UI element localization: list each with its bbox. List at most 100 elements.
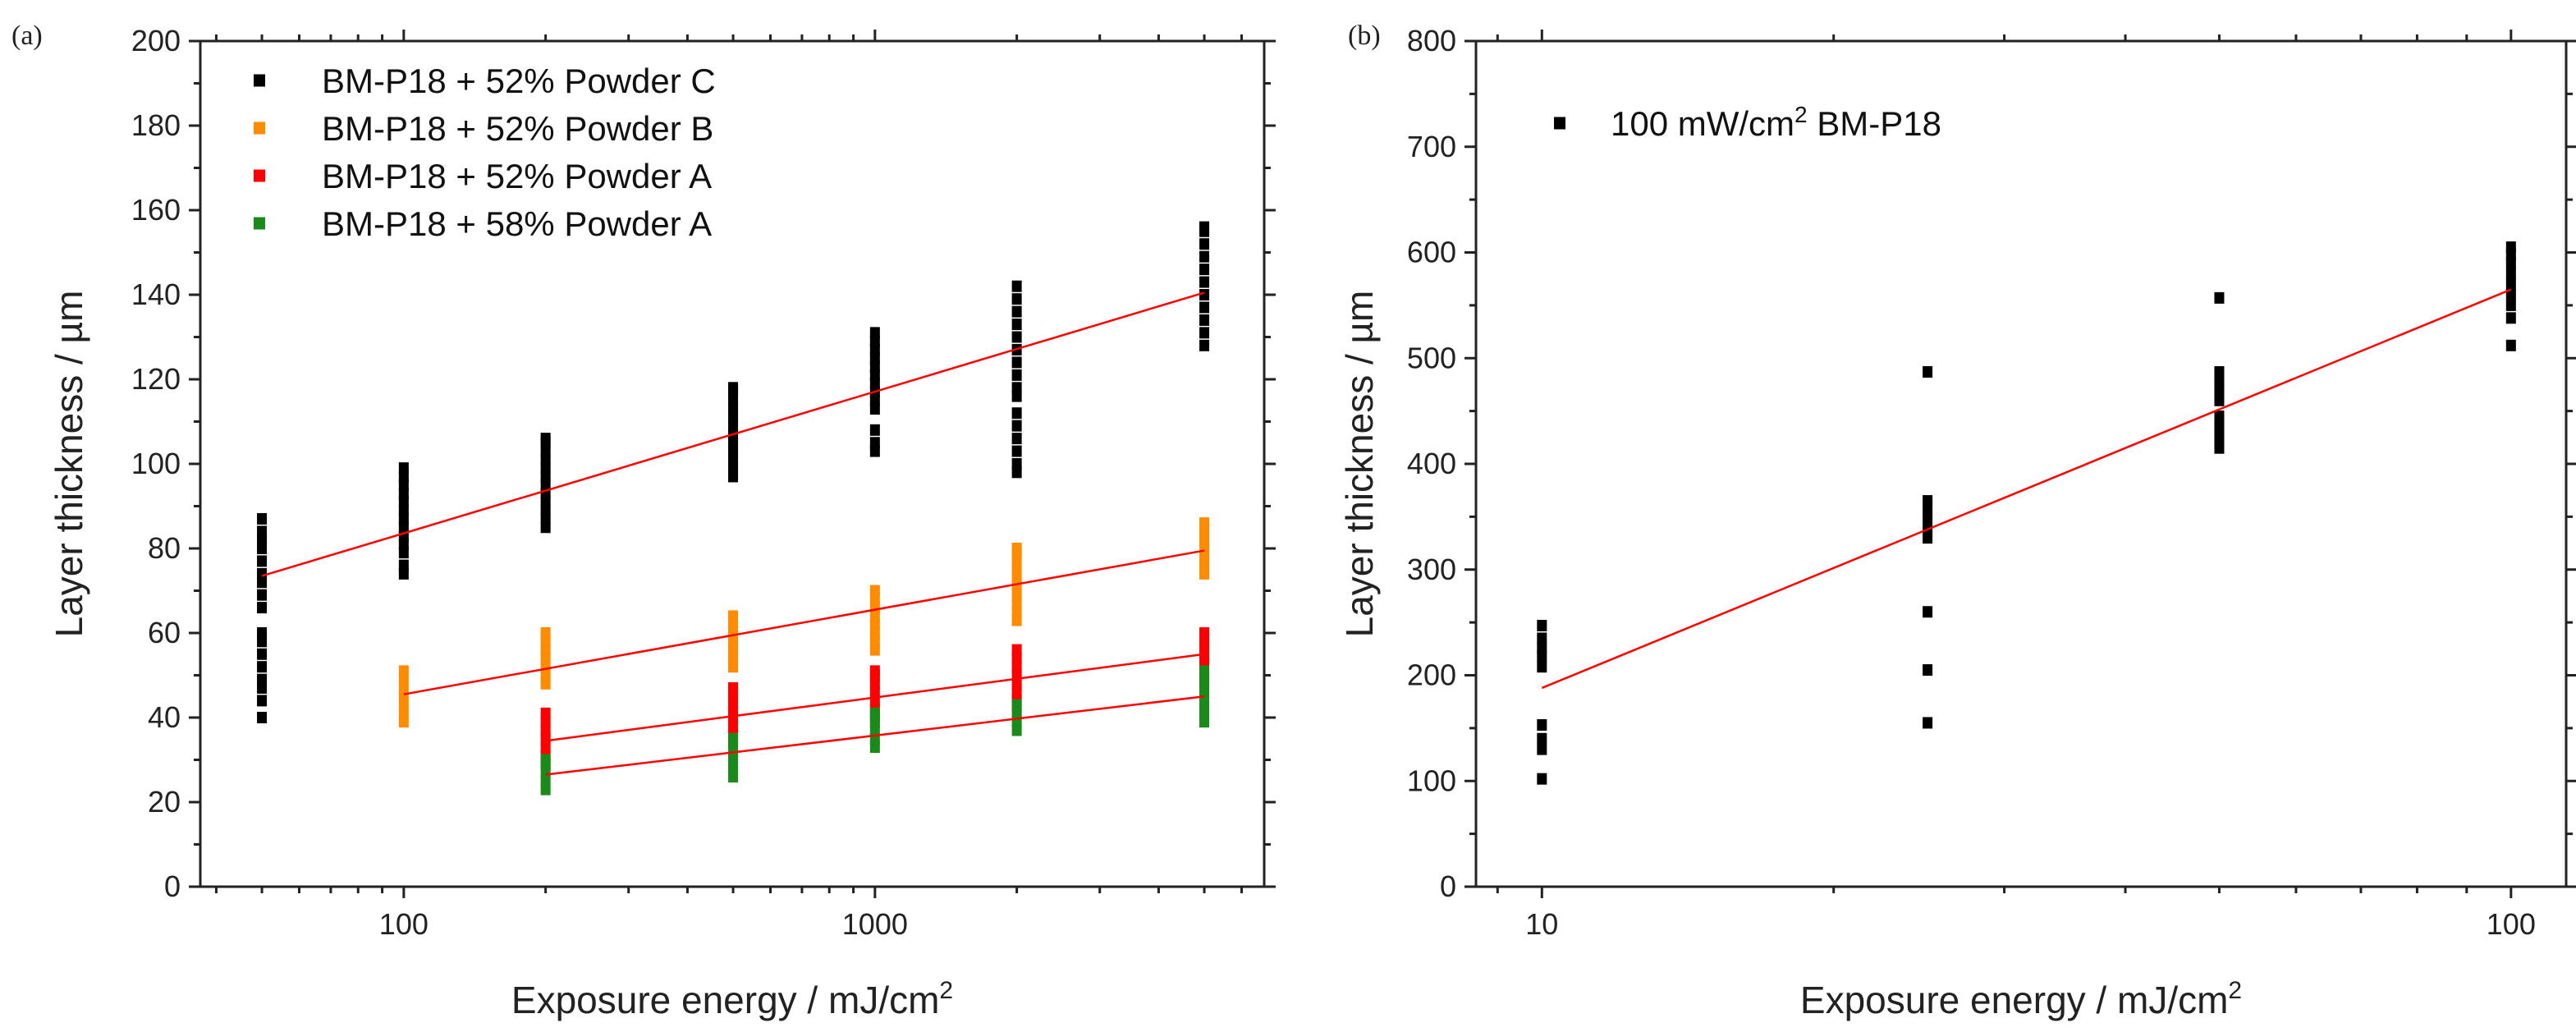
data-point [869, 327, 880, 339]
data-point [1537, 632, 1547, 644]
data-point [1011, 331, 1022, 343]
y-tick-label: 20 [148, 785, 181, 819]
x-tick-label: 1000 [842, 907, 908, 941]
y-tick-label: 400 [1407, 447, 1456, 480]
x-axis-title-superscript: 2 [939, 977, 953, 1004]
data-point [2214, 365, 2225, 378]
data-point [1199, 339, 1210, 351]
data-point [398, 559, 409, 571]
y-tick-label: 700 [1407, 130, 1456, 163]
y-tick-label: 200 [131, 24, 181, 57]
legend-suffix: BM-P18 [1808, 104, 1941, 143]
legend-marker [254, 122, 265, 135]
data-point [1011, 293, 1022, 305]
y-tick-label: 100 [131, 447, 181, 480]
data-point [1537, 661, 1547, 673]
x-axis-title-superscript: 2 [2228, 977, 2242, 1004]
legend-marker [1554, 117, 1565, 130]
fit-line [545, 653, 1205, 742]
data-point [257, 627, 268, 639]
plot-frame [199, 39, 1266, 888]
y-axis-title: Layer thickness / µm [1338, 291, 1381, 638]
y-tick-label: 180 [131, 108, 181, 142]
data-point [1199, 314, 1210, 326]
fit-line [545, 695, 1205, 776]
data-point [2505, 268, 2516, 280]
y-axis-title: Layer thickness / µm [48, 291, 90, 638]
data-point [540, 433, 551, 445]
data-point [2214, 394, 2225, 406]
legend-label: BM-P18 + 58% Powder A [322, 204, 712, 243]
data-point [1011, 356, 1022, 369]
fit-line [1541, 288, 2512, 690]
data-point [1537, 743, 1547, 755]
y-tick-label: 500 [1407, 341, 1456, 374]
x-axis-title: Exposure energy / mJ/cm2 [511, 977, 953, 1021]
data-point [257, 525, 268, 538]
data-point [1199, 264, 1210, 276]
data-point [728, 681, 739, 694]
series-4 [540, 665, 1210, 796]
data-point [257, 555, 268, 567]
data-point [869, 424, 880, 436]
data-point [1199, 327, 1210, 339]
data-point [1537, 619, 1547, 631]
data-point [728, 732, 739, 745]
data-point [257, 589, 268, 601]
y-tick-label: 800 [1407, 24, 1456, 57]
y-tick-label: 160 [131, 193, 181, 227]
data-point [257, 512, 268, 525]
data-point [1011, 699, 1022, 711]
x-tick-label: 100 [2487, 907, 2536, 941]
y-tick-label: 80 [148, 531, 181, 565]
data-point [540, 754, 551, 766]
data-point [1923, 606, 1933, 618]
data-point [1199, 517, 1210, 530]
data-point [398, 462, 409, 475]
data-point [1011, 382, 1022, 394]
data-point [1923, 664, 1933, 677]
x-tick-label: 10 [1525, 907, 1558, 941]
data-point [257, 567, 268, 580]
data-point [257, 648, 268, 660]
data-point [1199, 301, 1210, 314]
legend-label: 100 mW/cm2 BM-P18 [1611, 102, 1941, 143]
data-point [257, 712, 268, 723]
data-point [540, 627, 551, 639]
data-point [869, 707, 880, 719]
data-point [1199, 665, 1210, 677]
legend-marker [254, 217, 265, 230]
data-point [1011, 445, 1022, 457]
data-point [1199, 238, 1210, 250]
data-point [1923, 532, 1933, 544]
data-point [1011, 407, 1022, 420]
data-point [1537, 773, 1547, 785]
y-tick-label: 0 [164, 869, 181, 903]
y-tick-label: 120 [131, 362, 181, 396]
data-point [257, 695, 268, 707]
legend-label: BM-P18 + 52% Powder A [322, 157, 712, 195]
data-point [257, 661, 268, 673]
data-point [1011, 433, 1022, 445]
data-point [728, 610, 739, 622]
fit-line [403, 549, 1205, 695]
x-tick-label: 100 [379, 907, 429, 941]
legend-label: BM-P18 + 52% Powder B [322, 109, 713, 148]
data-point [2505, 241, 2516, 254]
plot-frame [1474, 39, 2568, 888]
data-point [2505, 299, 2516, 311]
x-axis-title: Exposure energy / mJ/cm2 [1800, 977, 2242, 1021]
data-point [1923, 495, 1933, 507]
data-point [2505, 312, 2516, 324]
y-tick-label: 200 [1407, 658, 1456, 692]
data-point [398, 665, 409, 677]
chart-panel-b: (b) 0 100 200 300 400 500 600 700 800 10 100 Exposur… [1338, 21, 2576, 1021]
data-point [2505, 339, 2516, 351]
y-tick-label: 40 [148, 700, 181, 734]
data-point [2214, 442, 2225, 454]
data-point [2505, 289, 2516, 300]
data-point [1011, 458, 1022, 470]
panel-label: (a) [11, 21, 43, 51]
legend-label: BM-P18 + 52% Powder C [322, 62, 716, 100]
